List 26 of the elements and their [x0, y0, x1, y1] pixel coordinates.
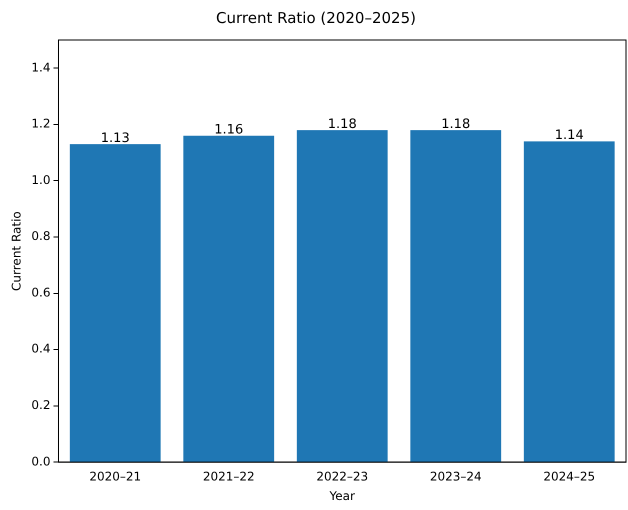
y-tick-label: 1.0 — [31, 172, 50, 187]
y-axis-title: Current Ratio — [9, 211, 24, 291]
data-label: 1.18 — [441, 116, 470, 132]
bar — [524, 141, 615, 462]
data-label: 1.13 — [100, 131, 130, 146]
x-tick-label: 2022–23 — [316, 470, 368, 484]
x-tick-label: 2024–25 — [543, 470, 596, 484]
x-tick-label: 2020–21 — [89, 470, 142, 484]
x-axis-title: Year — [328, 488, 356, 503]
x-tick-label: 2023–24 — [430, 470, 482, 484]
y-tick-label: 0.0 — [31, 454, 50, 468]
data-label: 1.14 — [554, 128, 584, 144]
y-tick-label: 0.2 — [31, 398, 50, 412]
y-tick-label: 0.4 — [31, 342, 50, 356]
chart-title: Current Ratio (2020–2025) — [216, 8, 416, 27]
y-tick-label: 0.8 — [31, 229, 50, 244]
y-tick-label: 0.6 — [31, 285, 50, 300]
bar — [183, 136, 274, 462]
bar — [410, 130, 502, 462]
data-label: 1.16 — [214, 122, 244, 138]
x-tick-label: 2021–22 — [202, 470, 255, 484]
bar — [70, 144, 161, 462]
bar — [296, 130, 388, 462]
y-tick-label: 1.2 — [31, 116, 50, 131]
data-label: 1.18 — [328, 116, 357, 132]
y-tick-label: 1.4 — [31, 60, 50, 74]
